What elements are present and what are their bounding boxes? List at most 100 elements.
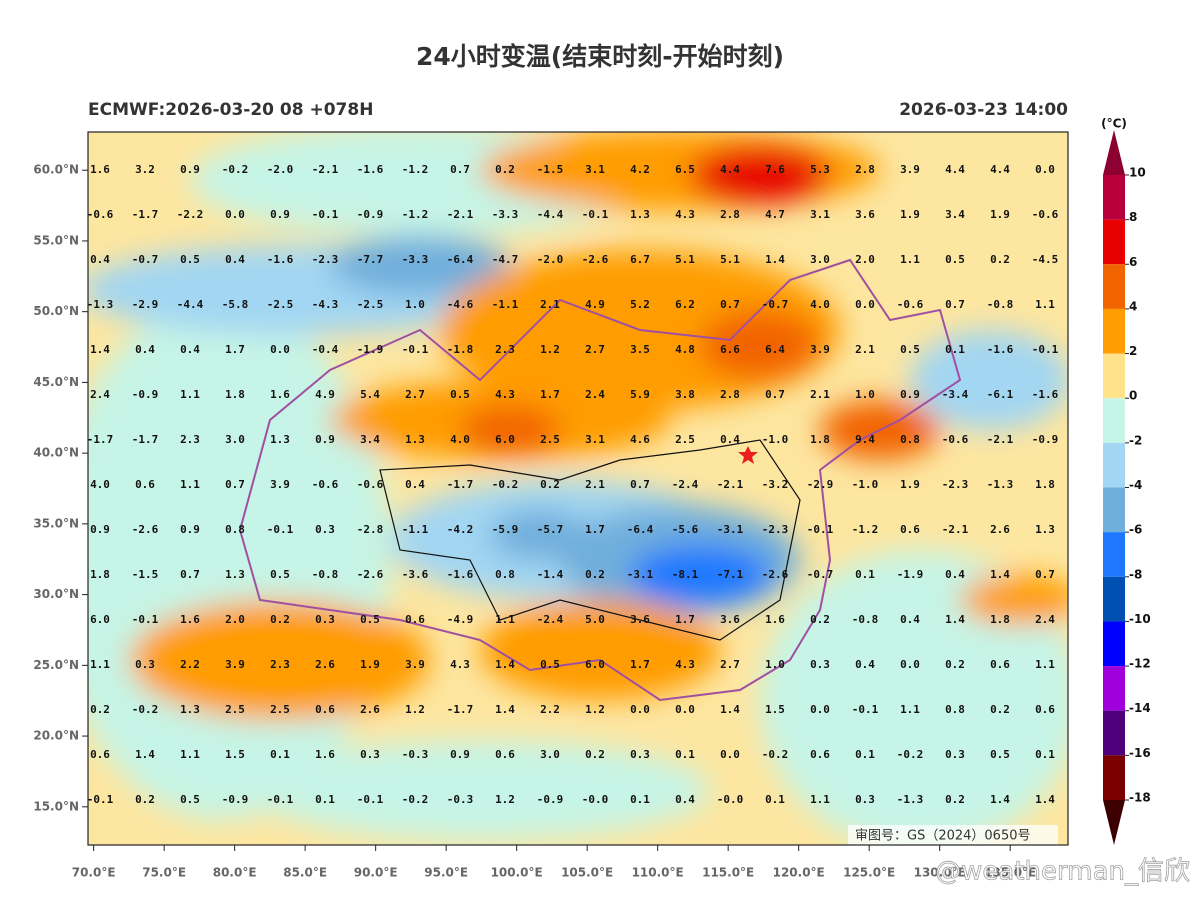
grid-value: -0.2 [897, 748, 924, 761]
grid-value: -0.7 [132, 253, 159, 266]
grid-value: 4.0 [90, 478, 110, 491]
grid-value: -4.6 [447, 298, 474, 311]
grid-value: 0.0 [810, 703, 830, 716]
colorbar-label: 6 [1129, 255, 1137, 269]
grid-value: -2.4 [672, 478, 699, 491]
grid-value: -1.4 [537, 568, 564, 581]
grid-value: 1.2 [540, 343, 560, 356]
lat-tick-label: 20.0°N [33, 729, 79, 743]
grid-value: 1.7 [630, 658, 650, 671]
grid-value: 2.8 [855, 163, 875, 176]
grid-value: 3.6 [630, 613, 650, 626]
field-patches [88, 132, 1068, 845]
lon-tick-label: 130.0°E [914, 866, 966, 880]
grid-value: 5.4 [360, 388, 380, 401]
grid-value: 3.1 [585, 163, 605, 176]
grid-value: 0.3 [855, 793, 875, 806]
grid-value: 3.5 [630, 343, 650, 356]
grid-value: 0.9 [180, 163, 200, 176]
grid-value: -1.9 [897, 568, 924, 581]
grid-value: 1.1 [900, 703, 920, 716]
grid-value: 0.9 [315, 433, 335, 446]
grid-value: 3.4 [360, 433, 380, 446]
grid-value: 0.2 [810, 613, 830, 626]
colorbar-band [1103, 264, 1125, 309]
grid-value: 9.4 [855, 433, 875, 446]
grid-value: -2.1 [447, 208, 474, 221]
grid-value: 2.7 [720, 658, 740, 671]
colorbar-band [1103, 532, 1125, 577]
colorbar-band [1103, 219, 1125, 265]
lat-tick-label: 25.0°N [33, 658, 79, 672]
grid-value: -2.3 [762, 523, 789, 536]
grid-value: -0.4 [312, 343, 339, 356]
grid-value: 2.1 [810, 388, 830, 401]
grid-value: -2.5 [357, 298, 384, 311]
grid-value: -1.2 [402, 208, 429, 221]
grid-value: 2.3 [495, 343, 515, 356]
lon-tick-label: 80.0°E [213, 866, 257, 880]
grid-value: 0.6 [90, 748, 110, 761]
colorbar-band [1103, 621, 1125, 667]
grid-value: 6.0 [585, 658, 605, 671]
grid-value: 0.0 [270, 343, 290, 356]
grid-value: 0.4 [675, 793, 695, 806]
grid-value: 6.6 [720, 343, 740, 356]
grid-value: 2.3 [180, 433, 200, 446]
colorbar-band [1103, 175, 1125, 220]
grid-value: -0.1 [357, 793, 384, 806]
grid-value: 4.9 [315, 388, 335, 401]
lon-tick-label: 100.0°E [491, 866, 543, 880]
grid-value: -2.6 [132, 523, 159, 536]
grid-value: 0.2 [585, 568, 605, 581]
grid-value: -2.6 [762, 568, 789, 581]
grid-value: -2.5 [267, 298, 294, 311]
grid-value: 2.6 [360, 703, 380, 716]
grid-value: 1.6 [765, 613, 785, 626]
colorbar-label: 8 [1129, 210, 1137, 224]
grid-value: 1.1 [900, 253, 920, 266]
grid-value: 1.4 [495, 703, 515, 716]
grid-value: 1.7 [225, 343, 245, 356]
grid-value: -0.9 [132, 388, 159, 401]
grid-value: 0.2 [495, 163, 515, 176]
lat-tick-label: 45.0°N [33, 375, 79, 389]
colorbar-label: -8 [1129, 567, 1142, 581]
grid-value: -0.9 [1032, 433, 1059, 446]
grid-value: 2.4 [1035, 613, 1055, 626]
colorbar-top [1103, 130, 1125, 175]
grid-value: 1.2 [495, 793, 515, 806]
map-field: 1.6 3.2 0.9 -0.2 -2.0 -2.1 -1.6 -1.2 0.7 0.2 -1.5 3… [88, 132, 1068, 845]
colorbar-label: 2 [1129, 344, 1137, 358]
grid-value: 6.5 [675, 163, 695, 176]
grid-value: 2.6 [990, 523, 1010, 536]
grid-value: 0.7 [945, 298, 965, 311]
grid-value: 0.0 [225, 208, 245, 221]
lat-tick-label: 30.0°N [33, 587, 79, 601]
grid-value: 0.2 [135, 793, 155, 806]
grid-value: 0.9 [900, 388, 920, 401]
grid-value: 1.2 [585, 703, 605, 716]
grid-value: 1.8 [1035, 478, 1055, 491]
grid-value: 0.9 [180, 523, 200, 536]
grid-value: 3.0 [225, 433, 245, 446]
grid-value: -2.2 [177, 208, 204, 221]
grid-value: 0.2 [585, 748, 605, 761]
watermark: @weatherman_信欣 [935, 857, 1190, 887]
lat-tick-label: 40.0°N [33, 446, 79, 460]
grid-value: 1.0 [765, 658, 785, 671]
grid-value: 1.3 [270, 433, 290, 446]
grid-value: -0.1 [582, 208, 609, 221]
grid-value: -1.6 [447, 568, 474, 581]
grid-value: -0.3 [447, 793, 474, 806]
grid-value: 2.3 [270, 658, 290, 671]
grid-value: -0.2 [762, 748, 789, 761]
grid-value: 1.1 [495, 613, 515, 626]
grid-value: 0.1 [315, 793, 335, 806]
grid-value: -2.1 [312, 163, 339, 176]
grid-value: -2.6 [582, 253, 609, 266]
grid-value: 0.1 [1035, 748, 1055, 761]
grid-value: 2.5 [675, 433, 695, 446]
lon-tick-label: 85.0°E [283, 866, 327, 880]
grid-value: 3.1 [585, 433, 605, 446]
